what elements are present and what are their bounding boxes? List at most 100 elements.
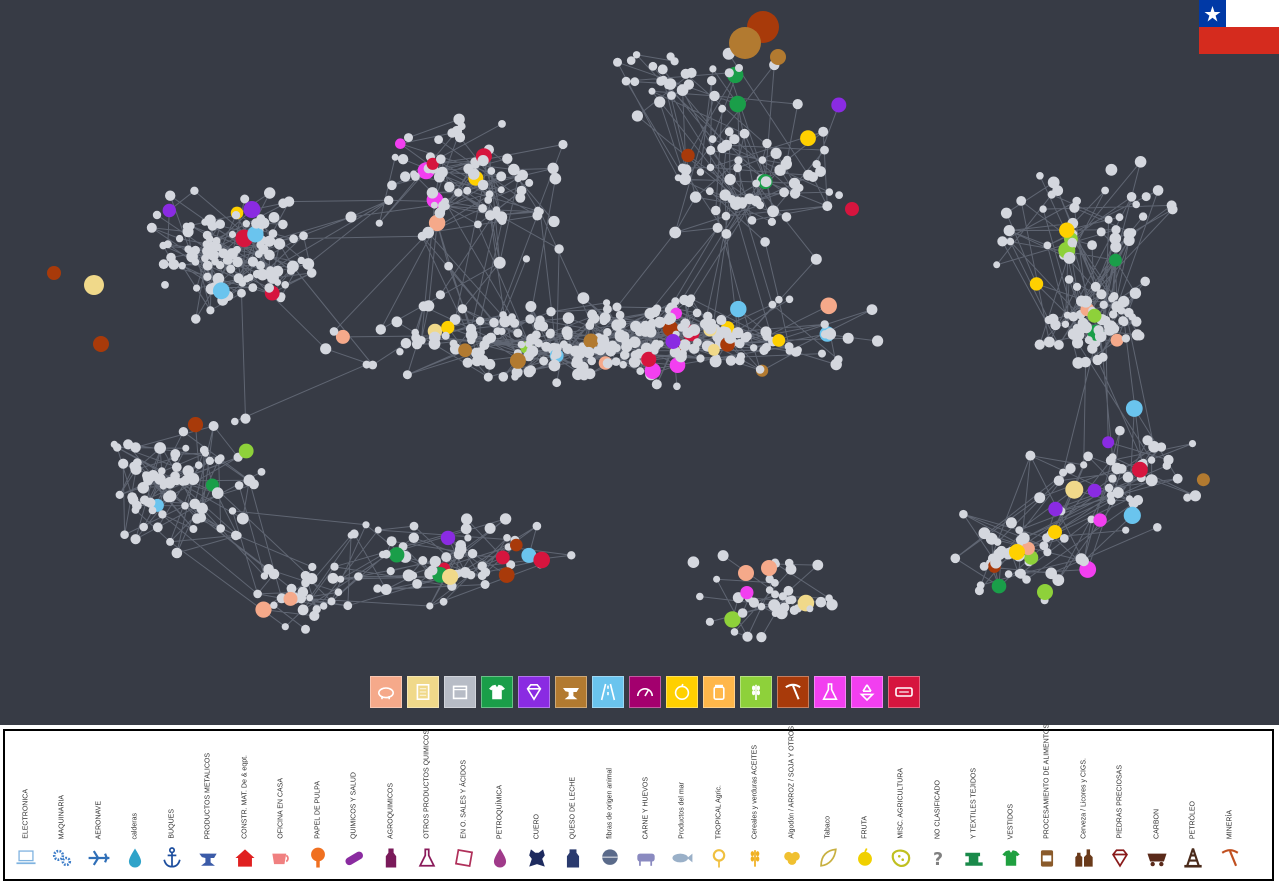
product-node[interactable] [742, 631, 753, 642]
product-node[interactable] [756, 632, 767, 643]
product-node[interactable] [517, 340, 526, 349]
product-node[interactable] [308, 562, 317, 572]
product-node[interactable] [717, 550, 729, 562]
product-node[interactable] [825, 188, 834, 196]
sector-button-mining[interactable] [777, 676, 809, 708]
product-node[interactable] [657, 64, 668, 75]
product-node[interactable] [1131, 329, 1143, 341]
product-node[interactable] [268, 229, 278, 238]
product-node[interactable] [818, 349, 826, 358]
product-node[interactable] [820, 320, 829, 329]
product-node[interactable] [1068, 311, 1079, 322]
product-node[interactable] [548, 215, 560, 228]
sector-button-chemicals[interactable] [814, 676, 846, 708]
product-node[interactable] [1189, 490, 1201, 502]
product-node[interactable] [681, 148, 695, 163]
product-node[interactable] [831, 97, 847, 113]
product-node[interactable] [145, 497, 156, 508]
product-node[interactable] [256, 260, 265, 270]
product-node[interactable] [274, 278, 282, 286]
product-node[interactable] [1022, 575, 1031, 584]
product-node[interactable] [771, 590, 780, 599]
product-node[interactable] [602, 312, 610, 321]
product-node[interactable] [640, 342, 653, 354]
product-node[interactable] [1105, 163, 1118, 176]
product-node[interactable] [216, 454, 225, 462]
product-node[interactable] [1145, 474, 1158, 487]
product-node[interactable] [1087, 343, 1098, 354]
product-node[interactable] [541, 341, 552, 352]
product-node[interactable] [460, 523, 472, 535]
product-node[interactable] [253, 589, 262, 599]
product-node[interactable] [397, 154, 409, 165]
product-node[interactable] [489, 317, 499, 328]
product-node[interactable] [1094, 330, 1107, 343]
product-node[interactable] [182, 444, 190, 452]
product-node[interactable] [237, 288, 246, 298]
product-node[interactable] [496, 171, 507, 182]
product-node[interactable] [626, 56, 636, 65]
product-node[interactable] [171, 462, 182, 472]
sector-button-roads[interactable] [592, 676, 624, 708]
product-node[interactable] [289, 234, 298, 244]
product-node[interactable] [347, 531, 355, 539]
product-node[interactable] [747, 216, 757, 225]
product-node[interactable] [721, 139, 732, 151]
product-node[interactable] [539, 356, 549, 366]
product-node[interactable] [120, 530, 129, 539]
product-node[interactable] [735, 64, 743, 72]
product-node[interactable] [243, 201, 261, 218]
product-node[interactable] [283, 196, 295, 207]
product-node[interactable] [493, 256, 506, 269]
product-node[interactable] [190, 186, 199, 195]
product-node[interactable] [301, 578, 310, 588]
product-node[interactable] [498, 567, 515, 583]
product-node[interactable] [806, 605, 814, 613]
product-node[interactable] [1014, 569, 1023, 578]
product-node[interactable] [713, 575, 721, 583]
network-graph[interactable] [0, 0, 1279, 725]
product-node[interactable] [525, 301, 537, 312]
product-node[interactable] [1003, 225, 1015, 237]
product-node[interactable] [755, 201, 765, 210]
product-node[interactable] [175, 234, 184, 243]
product-node[interactable] [234, 481, 244, 490]
product-node[interactable] [368, 360, 378, 370]
product-node[interactable] [272, 265, 284, 277]
product-node[interactable] [845, 202, 859, 216]
product-node[interactable] [577, 292, 590, 304]
product-node[interactable] [794, 346, 802, 354]
product-node[interactable] [735, 355, 745, 366]
product-node[interactable] [343, 601, 353, 611]
product-node[interactable] [477, 179, 489, 191]
product-node[interactable] [641, 351, 657, 367]
product-node[interactable] [270, 601, 278, 609]
product-node[interactable] [632, 51, 641, 59]
product-node[interactable] [1072, 282, 1082, 291]
product-node[interactable] [203, 272, 212, 281]
product-node[interactable] [739, 128, 750, 139]
product-node[interactable] [842, 332, 854, 344]
product-node[interactable] [1043, 241, 1052, 250]
product-node[interactable] [1183, 493, 1192, 502]
product-node[interactable] [708, 344, 720, 356]
product-node[interactable] [1065, 480, 1084, 499]
product-node[interactable] [454, 132, 466, 143]
product-node[interactable] [1109, 232, 1122, 245]
product-node[interactable] [991, 578, 1007, 594]
product-node[interactable] [208, 421, 219, 431]
product-node[interactable] [191, 245, 200, 255]
product-node[interactable] [1111, 225, 1121, 235]
product-node[interactable] [1039, 541, 1049, 551]
product-node[interactable] [820, 297, 837, 315]
product-node[interactable] [509, 318, 520, 328]
product-node[interactable] [178, 427, 189, 437]
product-node[interactable] [548, 359, 561, 372]
product-node[interactable] [159, 241, 167, 250]
product-node[interactable] [784, 342, 794, 351]
product-node[interactable] [395, 138, 406, 149]
product-node[interactable] [1084, 336, 1093, 345]
product-node[interactable] [475, 316, 485, 326]
product-node[interactable] [478, 204, 487, 213]
product-node[interactable] [335, 329, 350, 344]
